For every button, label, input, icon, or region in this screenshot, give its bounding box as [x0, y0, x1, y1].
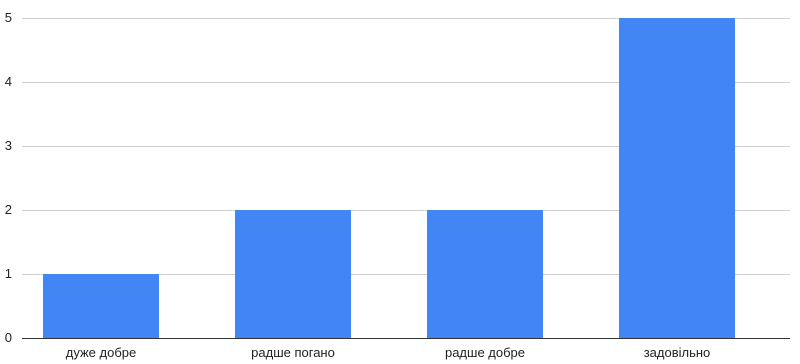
y-tick-label: 3 — [5, 138, 12, 153]
y-tick-label: 2 — [5, 202, 12, 217]
bars — [43, 18, 735, 338]
bar — [619, 18, 735, 338]
bar — [427, 210, 543, 338]
y-tick-label: 5 — [5, 10, 12, 25]
x-tick-label: радше добре — [445, 345, 525, 360]
x-tick-label: дуже добре — [66, 345, 137, 360]
y-tick-label: 0 — [5, 330, 12, 345]
labels: 0 1 2 3 4 5 дуже добре радше погано радше добре з… — [5, 10, 711, 360]
y-tick-label: 4 — [5, 74, 12, 89]
x-tick-label: радше погано — [251, 345, 335, 360]
bar — [235, 210, 351, 338]
x-tick-label: задовільно — [644, 345, 711, 360]
bar — [43, 274, 159, 338]
y-tick-label: 1 — [5, 266, 12, 281]
